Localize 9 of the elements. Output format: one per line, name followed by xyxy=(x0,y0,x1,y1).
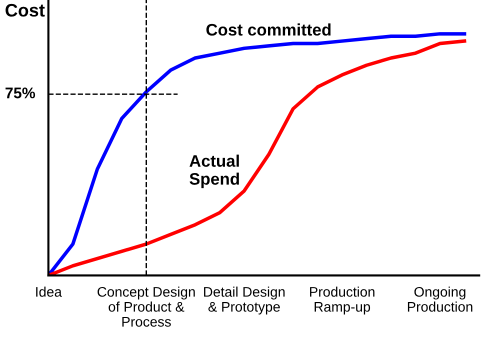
ref-line-label: 75% xyxy=(6,88,36,98)
series-label: Actual Spend xyxy=(190,154,239,188)
x-tick-label: Concept Design of Product & Process xyxy=(98,286,195,327)
x-tick-label: Detail Design & Prototype xyxy=(204,286,285,314)
x-tick-label: Ongoing Production xyxy=(408,286,472,312)
x-tick-label: Production Ramp-up xyxy=(310,286,374,314)
series-label: Cost committed xyxy=(206,23,331,36)
x-tick-label: Idea xyxy=(36,286,62,297)
y-axis-title: Cost xyxy=(6,4,45,17)
